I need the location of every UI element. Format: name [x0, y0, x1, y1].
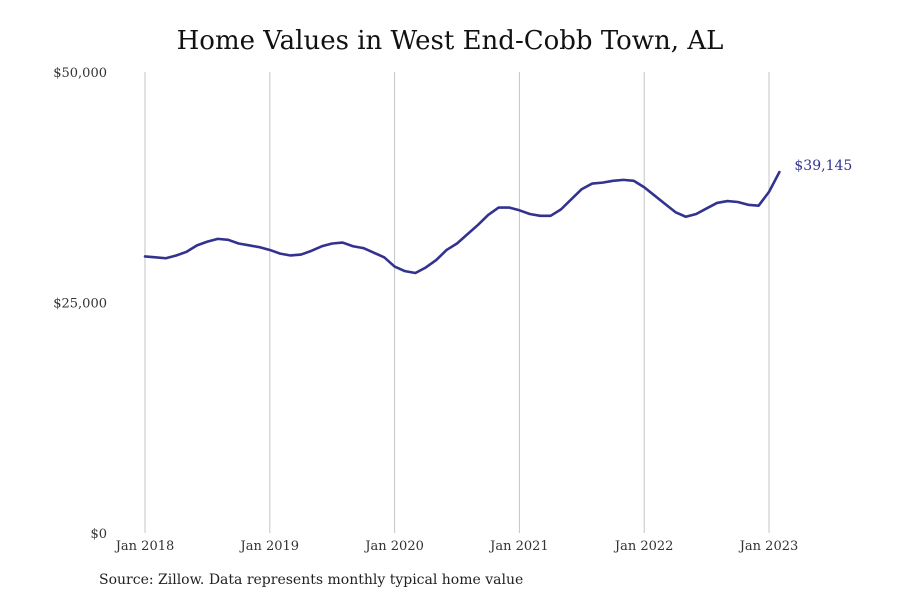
x-axis-tick-labels: Jan 2018 Jan 2019 Jan 2020 Jan 2021 Jan 2022… [114, 539, 799, 554]
data-label-layer: $39,145 [794, 158, 852, 174]
x-tick-label: Jan 2018 [114, 539, 175, 554]
last-value-label: $39,145 [794, 158, 852, 174]
x-tick-label: Jan 2023 [738, 539, 799, 554]
y-tick-label: $0 [90, 527, 107, 542]
series-layer [143, 170, 781, 275]
source-note: Source: Zillow. Data represents monthly … [99, 572, 524, 588]
y-tick-label: $25,000 [53, 297, 107, 312]
x-tick-label: Jan 2022 [613, 539, 674, 554]
x-tick-label: Jan 2020 [363, 539, 424, 554]
chart-title: Home Values in West End-Cobb Town, AL [176, 26, 724, 56]
x-tick-label: Jan 2021 [488, 539, 549, 554]
x-tick-label: Jan 2019 [239, 539, 300, 554]
y-tick-label: $50,000 [53, 66, 107, 81]
gridlines [144, 72, 770, 533]
y-axis-tick-labels: $0 $25,000 $50,000 [53, 66, 107, 542]
series-line [143, 170, 781, 275]
